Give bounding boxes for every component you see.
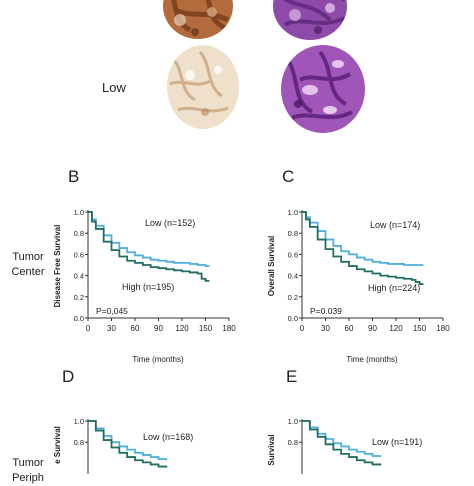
high-group-curve bbox=[88, 420, 168, 468]
he-low-core bbox=[281, 45, 365, 133]
high-group-label: High (n=195) bbox=[122, 282, 174, 292]
x-tick-label: 150 bbox=[413, 324, 427, 333]
x-tick-label: 60 bbox=[131, 324, 140, 333]
x-axis-label: Time (months) bbox=[132, 355, 184, 364]
y-tick-label: 0.8 bbox=[288, 229, 298, 238]
y-axis-label: Overall Survival bbox=[267, 236, 276, 296]
y-tick-label: 0.6 bbox=[288, 250, 298, 259]
row-label-line-2: Center bbox=[11, 266, 45, 278]
p-value: P=0.039 bbox=[310, 306, 342, 316]
y-axis-label: e Survival bbox=[53, 426, 62, 464]
low-group-label: Low (n=168) bbox=[143, 432, 193, 442]
x-tick-label: 60 bbox=[345, 324, 354, 333]
y-tick-label: 1.0 bbox=[288, 208, 298, 217]
y-tick-label: 0.8 bbox=[288, 438, 298, 447]
y-tick-label: 0.0 bbox=[74, 314, 84, 323]
high-group-curve bbox=[302, 211, 424, 285]
x-tick-label: 90 bbox=[368, 324, 377, 333]
y-tick-label: 0.2 bbox=[288, 293, 298, 302]
km-panel-d: D 0.8 1.0 e Survival Low (n=168) bbox=[53, 367, 193, 474]
high-group-curve bbox=[302, 420, 382, 466]
x-tick-label: 0 bbox=[86, 324, 91, 333]
x-tick-label: 90 bbox=[154, 324, 163, 333]
high-group-label: High (n=224) bbox=[368, 283, 420, 293]
ihc-images bbox=[163, 0, 365, 133]
low-group-label: Low (n=191) bbox=[372, 437, 422, 447]
y-tick-label: 0.0 bbox=[288, 314, 298, 323]
y-tick-label: 1.0 bbox=[74, 417, 84, 426]
x-tick-label: 180 bbox=[222, 324, 236, 333]
row-label-line-1: Tumor bbox=[12, 457, 44, 469]
panel-letter: E bbox=[286, 367, 297, 386]
y-tick-label: 0.4 bbox=[74, 272, 84, 281]
y-tick-label: 1.0 bbox=[288, 417, 298, 426]
x-tick-label: 0 bbox=[300, 324, 305, 333]
y-tick-label: 1.0 bbox=[74, 208, 84, 217]
km-panel-b: B 0 30 60 90 120 150 180 Time (months) 0.0 0.2 0.4 0… bbox=[53, 167, 236, 364]
low-group-label: Low (n=174) bbox=[370, 220, 420, 230]
x-tick-label: 120 bbox=[175, 324, 189, 333]
x-tick-label: 180 bbox=[436, 324, 450, 333]
x-tick-label: 30 bbox=[107, 324, 116, 333]
low-group-curve bbox=[302, 211, 424, 266]
x-tick-label: 150 bbox=[199, 324, 213, 333]
p-value: P=0,045 bbox=[96, 306, 128, 316]
panel-letter: B bbox=[68, 167, 79, 186]
low-row-label: Low bbox=[102, 80, 126, 95]
x-axis-label: Time (months) bbox=[346, 355, 398, 364]
row-label-line-1: Tumor bbox=[12, 251, 44, 263]
x-tick-label: 30 bbox=[321, 324, 330, 333]
km-panel-e: E 0.8 1.0 Survival Low (n=191) bbox=[267, 367, 422, 474]
x-tick-label: 120 bbox=[389, 324, 403, 333]
survival-charts: B 0 30 60 90 120 150 180 Time (months) 0.0 0.2 0.4 0… bbox=[53, 167, 450, 474]
y-axis-label: Survival bbox=[267, 434, 276, 465]
panel-letter: C bbox=[282, 167, 294, 186]
y-tick-label: 0.4 bbox=[288, 272, 298, 281]
low-group-label: Low (n=152) bbox=[145, 218, 195, 228]
km-panel-c: C 0 30 60 90 120 150 180 Time (months) 0.0 0.2 0.4 0… bbox=[267, 167, 450, 364]
row-label-tumor-center: Tumor Center bbox=[0, 250, 56, 280]
y-tick-label: 0.8 bbox=[74, 229, 84, 238]
y-axis-label: Disease Free Survival bbox=[53, 225, 62, 308]
y-tick-label: 0.6 bbox=[74, 250, 84, 259]
high-group-curve bbox=[88, 211, 210, 282]
y-tick-label: 0.8 bbox=[74, 438, 84, 447]
ihc-low-dab-core bbox=[167, 45, 239, 129]
panel-letter: D bbox=[62, 367, 74, 386]
y-tick-label: 0.2 bbox=[74, 293, 84, 302]
